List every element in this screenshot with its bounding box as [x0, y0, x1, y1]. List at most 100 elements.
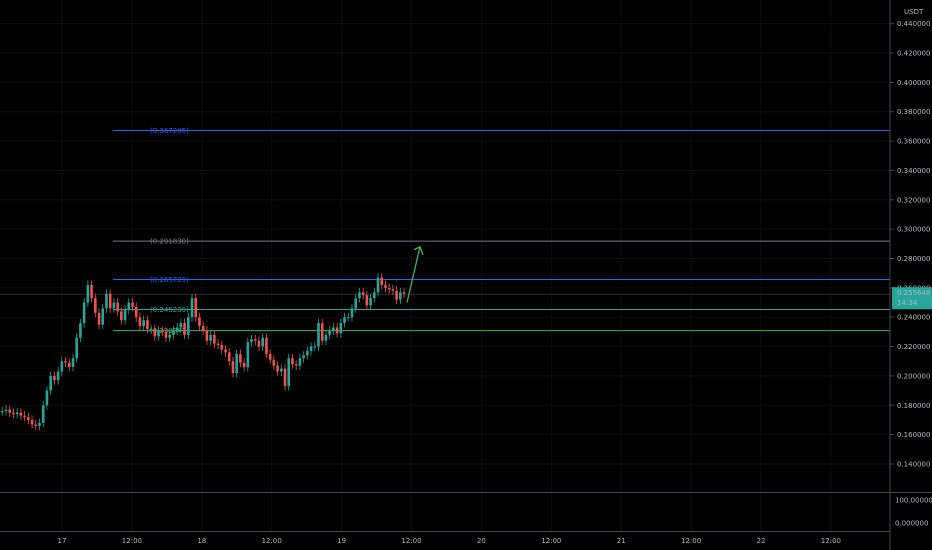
- candle-body[interactable]: [387, 287, 391, 290]
- candle-body[interactable]: [358, 292, 361, 299]
- candle-body[interactable]: [71, 358, 75, 368]
- candle-body[interactable]: [395, 290, 398, 300]
- candle-body[interactable]: [257, 340, 261, 347]
- candle-body[interactable]: [123, 309, 127, 321]
- candle-body[interactable]: [172, 330, 175, 335]
- candle-body[interactable]: [276, 365, 279, 372]
- candle-body[interactable]: [235, 353, 238, 373]
- candle-body[interactable]: [67, 362, 71, 368]
- candle-body[interactable]: [127, 302, 131, 310]
- candle-body[interactable]: [116, 302, 119, 312]
- candle-body[interactable]: [94, 298, 97, 313]
- candle-body[interactable]: [82, 302, 86, 324]
- candle-body[interactable]: [168, 334, 171, 338]
- candle-body[interactable]: [205, 330, 209, 341]
- candle-body[interactable]: [23, 415, 26, 418]
- time-axis[interactable]: 17 12:00 18 12:00 19 12:00 20 12:00 21 12:00 22 12:…: [58, 537, 841, 545]
- candle-body[interactable]: [112, 302, 116, 309]
- candle-body[interactable]: [34, 424, 38, 426]
- candle-body[interactable]: [261, 337, 264, 347]
- projection-line[interactable]: [406, 246, 421, 303]
- candlestick-series[interactable]: [1, 273, 406, 431]
- candle-body[interactable]: [160, 330, 164, 332]
- candle-body[interactable]: [306, 350, 309, 356]
- candle-body[interactable]: [369, 298, 372, 306]
- candle-body[interactable]: [250, 339, 253, 343]
- candle-body[interactable]: [157, 330, 160, 337]
- candle-body[interactable]: [179, 323, 183, 328]
- candle-body[interactable]: [27, 417, 30, 420]
- candle-body[interactable]: [97, 312, 101, 325]
- candle-body[interactable]: [317, 323, 320, 347]
- candle-body[interactable]: [298, 358, 302, 366]
- candle-body[interactable]: [287, 358, 291, 387]
- candle-body[interactable]: [108, 293, 112, 309]
- candle-body[interactable]: [309, 346, 313, 351]
- candle-body[interactable]: [302, 355, 305, 359]
- candle-body[interactable]: [350, 308, 354, 318]
- candle-body[interactable]: [4, 409, 8, 412]
- indicator-axis[interactable]: 100.000000 0.000000: [895, 497, 932, 528]
- candle-body[interactable]: [38, 422, 41, 426]
- candle-body[interactable]: [272, 359, 276, 366]
- candle-body[interactable]: [246, 342, 250, 368]
- candle-body[interactable]: [346, 317, 350, 319]
- candle-body[interactable]: [354, 298, 357, 309]
- candle-body[interactable]: [187, 317, 190, 335]
- candle-body[interactable]: [242, 362, 246, 368]
- candle-body[interactable]: [8, 409, 12, 413]
- candle-body[interactable]: [361, 292, 365, 296]
- candle-body[interactable]: [12, 412, 15, 415]
- candle-body[interactable]: [320, 323, 324, 341]
- candle-body[interactable]: [399, 292, 402, 300]
- candle-body[interactable]: [324, 334, 328, 341]
- candle-body[interactable]: [138, 317, 142, 327]
- candle-body[interactable]: [15, 412, 19, 415]
- candle-body[interactable]: [280, 368, 283, 372]
- candle-body[interactable]: [239, 353, 242, 363]
- candle-body[interactable]: [105, 293, 108, 309]
- candle-body[interactable]: [194, 298, 198, 318]
- candle-body[interactable]: [227, 352, 231, 362]
- candle-body[interactable]: [373, 292, 376, 299]
- candle-body[interactable]: [209, 334, 212, 341]
- candle-body[interactable]: [201, 326, 205, 331]
- price-axis[interactable]: 0.440000 0.420000 0.400000 0.380000 0.360000…: [890, 20, 930, 468]
- candle-body[interactable]: [402, 292, 406, 294]
- candle-body[interactable]: [343, 317, 346, 324]
- candle-body[interactable]: [75, 337, 78, 359]
- candle-body[interactable]: [332, 327, 335, 331]
- candle-body[interactable]: [268, 353, 272, 360]
- candle-body[interactable]: [231, 361, 235, 373]
- candle-body[interactable]: [79, 323, 82, 338]
- candle-body[interactable]: [131, 302, 134, 307]
- candle-body[interactable]: [164, 331, 168, 338]
- candle-body[interactable]: [101, 308, 105, 325]
- candle-body[interactable]: [86, 284, 90, 303]
- candle-body[interactable]: [149, 328, 153, 330]
- candle-body[interactable]: [365, 295, 369, 306]
- candle-body[interactable]: [64, 361, 67, 363]
- candle-body[interactable]: [146, 320, 149, 329]
- candle-body[interactable]: [190, 298, 194, 318]
- candle-body[interactable]: [224, 349, 227, 353]
- candle-body[interactable]: [294, 364, 298, 366]
- candle-body[interactable]: [253, 339, 257, 341]
- candle-body[interactable]: [41, 405, 45, 423]
- candle-body[interactable]: [335, 327, 339, 334]
- candle-body[interactable]: [216, 343, 220, 346]
- candle-body[interactable]: [384, 284, 387, 288]
- projection-arrow[interactable]: [406, 245, 424, 303]
- candle-body[interactable]: [328, 330, 331, 335]
- candle-body[interactable]: [153, 328, 157, 337]
- candle-body[interactable]: [49, 375, 52, 391]
- candle-body[interactable]: [220, 345, 224, 350]
- candle-body[interactable]: [19, 412, 23, 416]
- candle-body[interactable]: [45, 390, 49, 406]
- candle-body[interactable]: [376, 277, 380, 293]
- candle-body[interactable]: [134, 306, 138, 318]
- candle-body[interactable]: [90, 284, 93, 299]
- candle-body[interactable]: [198, 317, 201, 327]
- candle-body[interactable]: [53, 375, 56, 381]
